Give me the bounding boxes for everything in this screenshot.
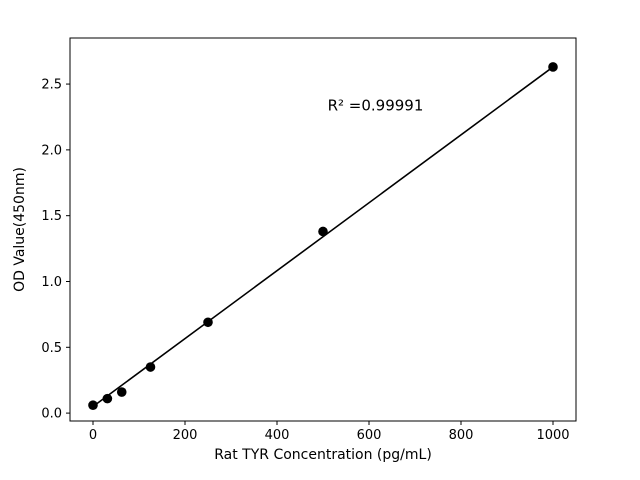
y-tick-label: 1.5 xyxy=(41,209,62,224)
data-point xyxy=(318,226,328,237)
data-point xyxy=(102,393,113,404)
y-tick-label: 0.5 xyxy=(41,341,62,356)
x-tick-label: 0 xyxy=(89,428,97,443)
x-axis-label: Rat TYR Concentration (pg/mL) xyxy=(214,447,432,463)
data-point xyxy=(116,387,127,397)
plot-border xyxy=(69,37,577,422)
data-point xyxy=(203,317,213,328)
r-squared-annotation: R² =0.99991 xyxy=(328,96,424,114)
data-point xyxy=(88,400,98,411)
x-tick-label: 600 xyxy=(357,428,382,443)
x-tick-label: 1000 xyxy=(536,428,569,443)
y-tick-label: 0.0 xyxy=(41,407,62,422)
y-tick-label: 2.0 xyxy=(41,143,62,158)
x-tick-label: 400 xyxy=(265,428,290,443)
data-point xyxy=(548,62,558,72)
fit-line xyxy=(92,66,554,408)
x-tick-label: 800 xyxy=(449,428,474,443)
y-tick-label: 1.0 xyxy=(41,275,62,290)
x-tick-label: 200 xyxy=(173,428,198,443)
data-point xyxy=(145,362,156,372)
y-axis-label: OD Value(450nm) xyxy=(12,167,28,292)
plot-layer: 0 200 400 600 800 1000 0.0 0.5 1.0 1.5 2.0 2.5 xyxy=(41,62,570,443)
y-tick-label: 2.5 xyxy=(41,78,62,93)
